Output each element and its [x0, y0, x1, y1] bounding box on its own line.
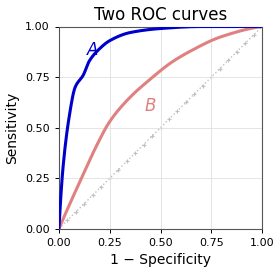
X-axis label: 1 − Specificity: 1 − Specificity	[110, 253, 211, 268]
Title: Two ROC curves: Two ROC curves	[94, 5, 227, 23]
Text: A: A	[87, 41, 99, 59]
Text: B: B	[144, 97, 156, 115]
Y-axis label: Sensitivity: Sensitivity	[6, 91, 20, 164]
